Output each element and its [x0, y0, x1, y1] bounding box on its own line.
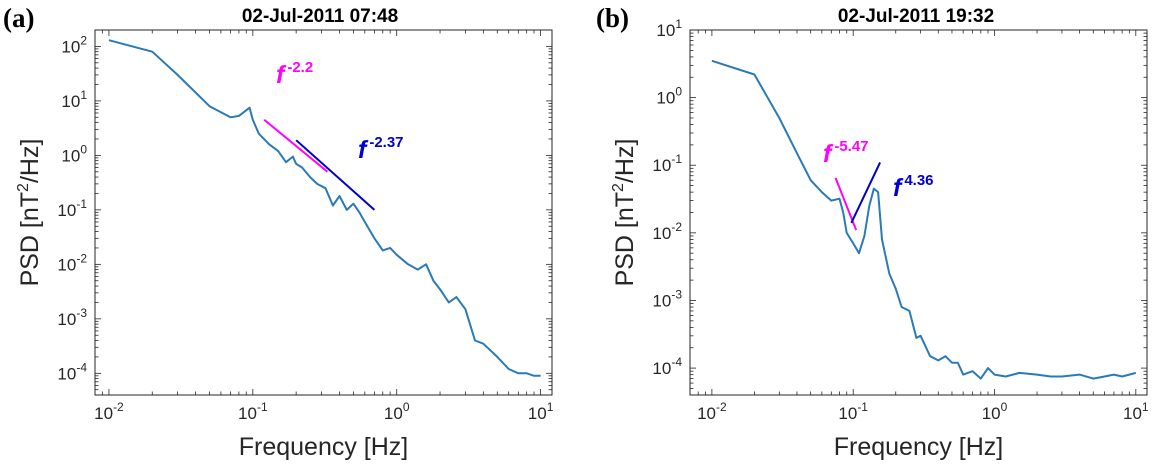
y-tick-exponent: 1 — [675, 17, 682, 31]
y-tick-base: 10 — [652, 359, 671, 378]
x-tick-label: 100 — [384, 400, 410, 423]
x-tick-exponent: -1 — [857, 400, 868, 414]
y-tick-base: 10 — [57, 364, 76, 383]
x-tick-exponent: -2 — [716, 400, 727, 414]
x-axis-label: Frequency [Hz] — [834, 433, 1004, 461]
y-tick-base: 10 — [57, 201, 76, 220]
y-tick-exponent: -4 — [76, 360, 87, 374]
y-tick-label: 100 — [61, 142, 87, 165]
y-tick-label: 10-4 — [652, 355, 682, 378]
x-tick-label: 10-1 — [838, 400, 868, 423]
y-tick-base: 10 — [57, 310, 76, 329]
y-tick-label: 100 — [656, 85, 682, 108]
psd-series-line — [109, 40, 541, 376]
x-tick-label: 101 — [1123, 400, 1149, 423]
fit-label-f: f — [276, 61, 287, 89]
y-axis-label: PSD [nT2/Hz] — [610, 139, 639, 287]
fit-label-exponent: -2.37 — [369, 134, 403, 151]
fit-label: f -2.37 — [358, 134, 404, 164]
fit-label: f 4.36 — [893, 172, 934, 202]
y-tick-label: 10-2 — [57, 251, 87, 274]
y-axis-label-tail: /Hz] — [16, 139, 44, 183]
fit-label-f: f — [823, 140, 834, 168]
x-tick-base: 10 — [982, 404, 1001, 423]
y-tick-label: 10-1 — [57, 197, 87, 220]
x-tick-label: 101 — [528, 400, 554, 423]
fit-label-f: f — [358, 136, 369, 164]
y-tick-exponent: -2 — [76, 251, 87, 265]
fit-label-exponent: -5.47 — [834, 138, 868, 155]
y-tick-base: 10 — [61, 37, 80, 56]
y-axis-label-superscript: 2 — [610, 183, 627, 192]
y-axis-label-main: PSD [nT — [16, 192, 44, 286]
y-tick-exponent: -1 — [76, 197, 87, 211]
y-tick-base: 10 — [61, 146, 80, 165]
x-tick-base: 10 — [238, 404, 257, 423]
panel-letter: (a) — [3, 3, 34, 33]
x-tick-base: 10 — [384, 404, 403, 423]
y-tick-exponent: -2 — [671, 220, 682, 234]
y-tick-exponent: 2 — [80, 33, 87, 47]
x-tick-base: 10 — [838, 404, 857, 423]
x-tick-base: 10 — [697, 404, 716, 423]
x-tick-exponent: 0 — [403, 400, 410, 414]
x-tick-label: 10-2 — [697, 400, 727, 423]
y-tick-label: 10-2 — [652, 220, 682, 243]
fit-label-exponent: -2.2 — [287, 59, 313, 76]
x-tick-exponent: 1 — [1142, 400, 1149, 414]
y-tick-base: 10 — [57, 255, 76, 274]
y-tick-label: 101 — [656, 17, 682, 40]
y-axis-label-main: PSD [nT — [611, 192, 639, 286]
y-tick-exponent: 1 — [80, 88, 87, 102]
x-tick-label: 10-2 — [94, 400, 124, 423]
chart-title: 02-Jul-2011 07:48 — [242, 6, 398, 27]
y-tick-label: 101 — [61, 88, 87, 111]
fit-label: f -2.2 — [276, 59, 313, 89]
x-tick-label: 10-1 — [238, 400, 268, 423]
x-tick-label: 100 — [982, 400, 1008, 423]
x-tick-exponent: -2 — [113, 400, 124, 414]
x-tick-base: 10 — [94, 404, 113, 423]
chart-title: 02-Jul-2011 19:32 — [838, 6, 994, 27]
y-tick-exponent: -4 — [671, 355, 682, 369]
y-tick-label: 10-3 — [652, 287, 682, 310]
y-tick-base: 10 — [61, 92, 80, 111]
x-tick-exponent: 1 — [547, 400, 554, 414]
y-tick-label: 10-4 — [57, 360, 87, 383]
y-tick-exponent: -3 — [671, 287, 682, 301]
y-tick-exponent: -3 — [76, 306, 87, 320]
y-axis-label: PSD [nT2/Hz] — [15, 139, 44, 287]
y-tick-base: 10 — [652, 156, 671, 175]
y-tick-exponent: -1 — [671, 152, 682, 166]
plot-area — [690, 30, 1147, 395]
y-axis-label-superscript: 2 — [15, 183, 32, 192]
fit-label-f: f — [893, 174, 904, 202]
fit-line — [851, 162, 880, 223]
y-tick-base: 10 — [652, 291, 671, 310]
y-tick-base: 10 — [656, 89, 675, 108]
y-tick-label: 10-1 — [652, 152, 682, 175]
y-tick-exponent: 0 — [80, 142, 87, 156]
y-tick-base: 10 — [656, 21, 675, 40]
x-tick-base: 10 — [528, 404, 547, 423]
psd-series-line — [712, 61, 1136, 379]
plot-area — [95, 30, 552, 395]
x-tick-exponent: -1 — [257, 400, 268, 414]
x-tick-exponent: 0 — [1001, 400, 1008, 414]
y-tick-exponent: 0 — [675, 85, 682, 99]
fit-label: f -5.47 — [823, 138, 869, 168]
x-tick-base: 10 — [1123, 404, 1142, 423]
x-axis-label: Frequency [Hz] — [239, 433, 409, 461]
fit-label-exponent: 4.36 — [904, 172, 933, 189]
y-tick-base: 10 — [652, 224, 671, 243]
y-axis-label-tail: /Hz] — [611, 139, 639, 183]
y-tick-label: 102 — [61, 33, 87, 56]
y-tick-label: 10-3 — [57, 306, 87, 329]
panel-letter: (b) — [596, 3, 629, 33]
